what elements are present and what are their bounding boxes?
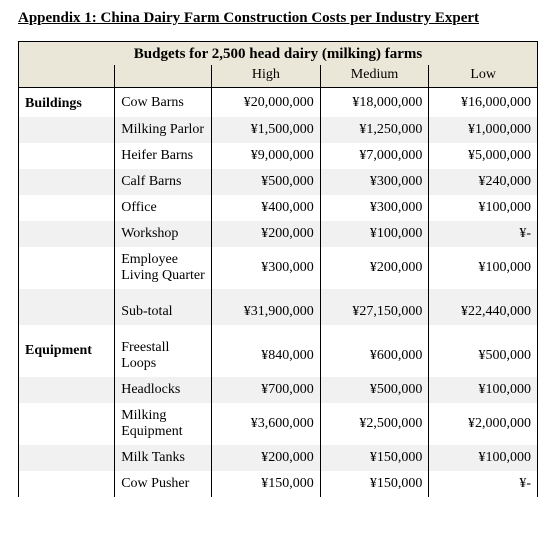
row-high: ¥840,000	[212, 335, 321, 377]
cost-table: Budgets for 2,500 head dairy (milking) f…	[18, 41, 538, 497]
row-low: ¥100,000	[429, 445, 538, 471]
row-medium: ¥150,000	[320, 445, 429, 471]
subtotal-low: ¥22,440,000	[429, 299, 538, 325]
row-low: ¥100,000	[429, 195, 538, 221]
category-blank	[19, 247, 115, 289]
row-high: ¥700,000	[212, 377, 321, 403]
row-high: ¥20,000,000	[212, 88, 321, 118]
row-high: ¥3,600,000	[212, 403, 321, 445]
row-item: Heifer Barns	[115, 143, 212, 169]
category-blank	[19, 377, 115, 403]
row-high: ¥1,500,000	[212, 117, 321, 143]
category-blank	[19, 143, 115, 169]
row-medium: ¥2,500,000	[320, 403, 429, 445]
row-medium: ¥600,000	[320, 335, 429, 377]
row-item: Milking Parlor	[115, 117, 212, 143]
category-blank	[19, 221, 115, 247]
row-medium: ¥300,000	[320, 195, 429, 221]
row-medium: ¥200,000	[320, 247, 429, 289]
row-low: ¥2,000,000	[429, 403, 538, 445]
row-medium: ¥300,000	[320, 169, 429, 195]
row-high: ¥9,000,000	[212, 143, 321, 169]
row-item: Cow Pusher	[115, 471, 212, 497]
category-blank	[19, 403, 115, 445]
row-high: ¥500,000	[212, 169, 321, 195]
subtotal-high: ¥31,900,000	[212, 299, 321, 325]
row-high: ¥200,000	[212, 445, 321, 471]
row-low: ¥500,000	[429, 335, 538, 377]
row-low: ¥100,000	[429, 377, 538, 403]
table-caption: Budgets for 2,500 head dairy (milking) f…	[19, 42, 538, 66]
row-high: ¥200,000	[212, 221, 321, 247]
row-low: ¥-	[429, 471, 538, 497]
col-medium: Medium	[320, 65, 429, 88]
category-blank	[19, 117, 115, 143]
row-low: ¥240,000	[429, 169, 538, 195]
category-blank	[19, 445, 115, 471]
category-blank	[19, 299, 115, 325]
row-low: ¥-	[429, 221, 538, 247]
category-equipment: Equipment	[19, 335, 115, 377]
row-high: ¥400,000	[212, 195, 321, 221]
row-low: ¥100,000	[429, 247, 538, 289]
row-item: Freestall Loops	[115, 335, 212, 377]
row-item: Workshop	[115, 221, 212, 247]
row-low: ¥1,000,000	[429, 117, 538, 143]
row-medium: ¥1,250,000	[320, 117, 429, 143]
row-low: ¥5,000,000	[429, 143, 538, 169]
row-low: ¥16,000,000	[429, 88, 538, 118]
row-medium: ¥18,000,000	[320, 88, 429, 118]
row-medium: ¥500,000	[320, 377, 429, 403]
row-item: Office	[115, 195, 212, 221]
appendix-title: Appendix 1: China Dairy Farm Constructio…	[18, 10, 545, 27]
row-high: ¥300,000	[212, 247, 321, 289]
row-medium: ¥150,000	[320, 471, 429, 497]
row-item: Headlocks	[115, 377, 212, 403]
row-medium: ¥100,000	[320, 221, 429, 247]
row-item: Employee Living Quarter	[115, 247, 212, 289]
subtotal-medium: ¥27,150,000	[320, 299, 429, 325]
row-item: Milk Tanks	[115, 445, 212, 471]
row-item: Calf Barns	[115, 169, 212, 195]
category-blank	[19, 169, 115, 195]
row-item: Cow Barns	[115, 88, 212, 118]
category-blank	[19, 471, 115, 497]
col-low: Low	[429, 65, 538, 88]
col-high: High	[212, 65, 321, 88]
row-item: Milking Equipment	[115, 403, 212, 445]
col-blank-2	[115, 65, 212, 88]
col-blank-1	[19, 65, 115, 88]
category-buildings: Buildings	[19, 88, 115, 118]
subtotal-label: Sub-total	[115, 299, 212, 325]
row-medium: ¥7,000,000	[320, 143, 429, 169]
row-high: ¥150,000	[212, 471, 321, 497]
category-blank	[19, 195, 115, 221]
